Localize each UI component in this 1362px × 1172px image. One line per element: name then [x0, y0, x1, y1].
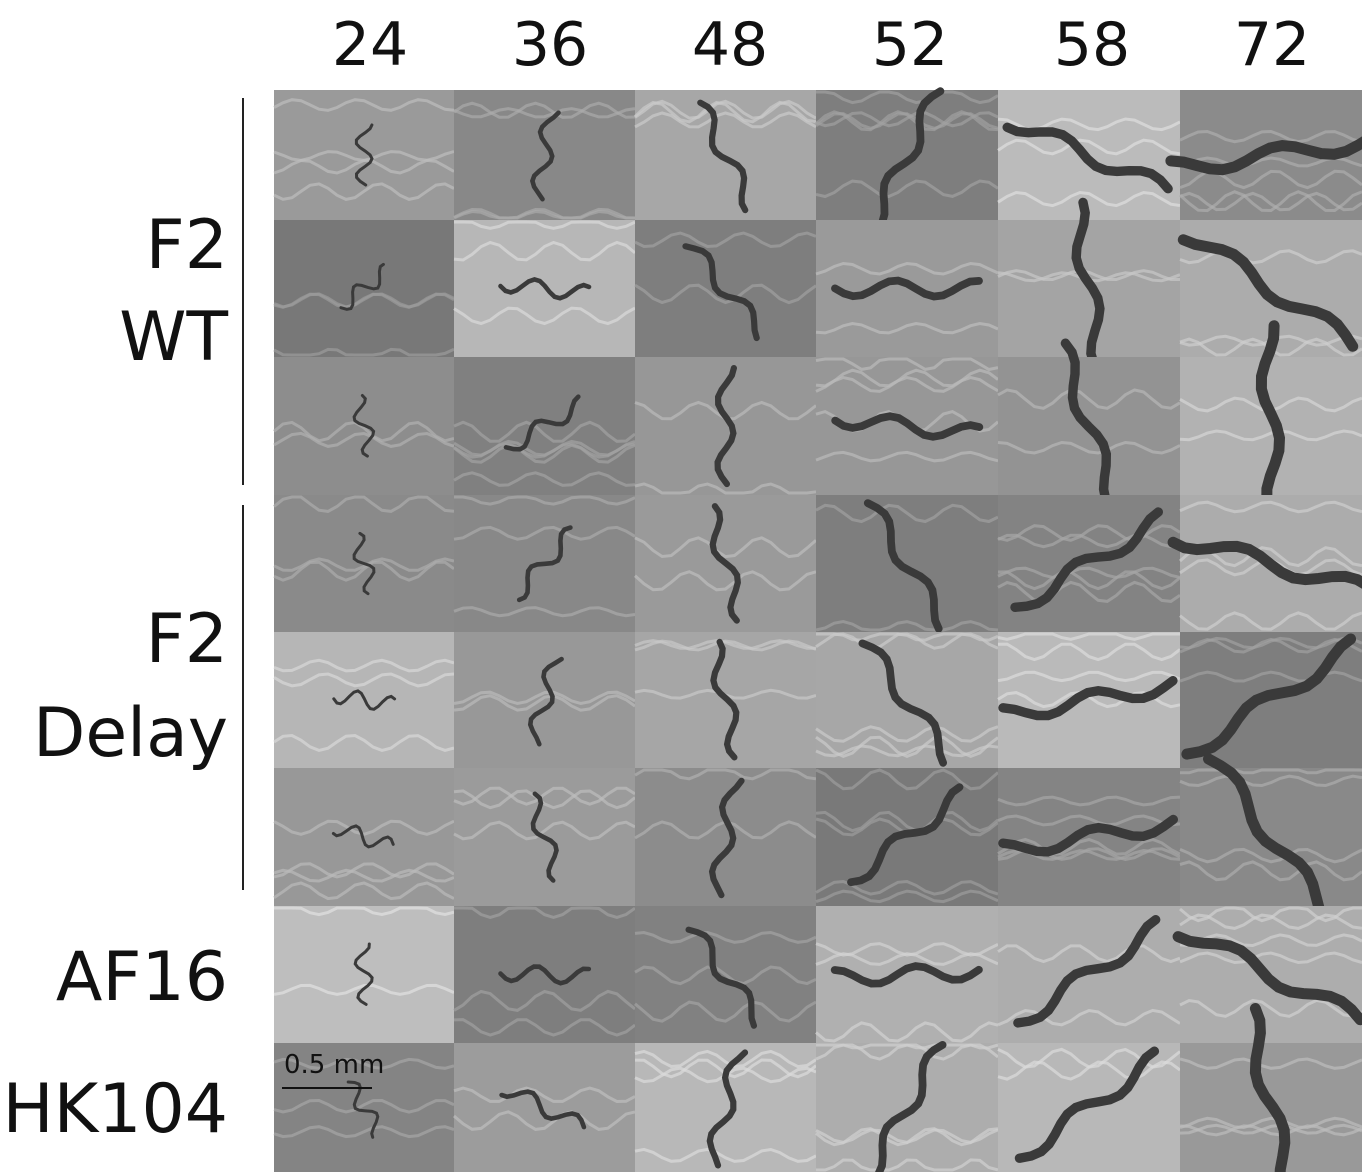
- micrograph: [274, 220, 454, 357]
- micrograph: [454, 1043, 635, 1172]
- image-grid: [274, 90, 1362, 1172]
- row-label: AF16: [56, 938, 228, 1017]
- column-header: 36: [512, 10, 588, 80]
- figure: 24 36 48 52 58 72 F2 WT F2 Delay AF16 HK…: [0, 0, 1362, 1172]
- micrograph: [635, 768, 816, 906]
- micrograph: [816, 632, 998, 768]
- column-header: 72: [1234, 10, 1310, 80]
- micrograph: [998, 632, 1180, 768]
- row-label: Delay: [33, 694, 228, 773]
- row-label: WT: [119, 298, 228, 377]
- micrograph: [1180, 768, 1362, 906]
- micrograph: [454, 632, 635, 768]
- micrograph: [274, 906, 454, 1043]
- row-label: HK104: [2, 1070, 228, 1149]
- micrograph: [635, 90, 816, 220]
- row-label: F2: [146, 206, 228, 285]
- row-label: F2: [146, 600, 228, 679]
- column-header: 58: [1054, 10, 1130, 80]
- micrograph: [274, 90, 454, 220]
- scale-bar-label: 0.5 mm: [284, 1050, 384, 1080]
- column-header: 48: [692, 10, 768, 80]
- micrograph: [454, 906, 635, 1043]
- micrograph: [816, 1043, 998, 1172]
- micrograph: [816, 220, 998, 357]
- column-header: 24: [332, 10, 408, 80]
- micrograph: [816, 90, 998, 220]
- micrograph: [816, 495, 998, 632]
- micrograph: [454, 90, 635, 220]
- column-header: 52: [872, 10, 948, 80]
- micrograph: [635, 357, 816, 495]
